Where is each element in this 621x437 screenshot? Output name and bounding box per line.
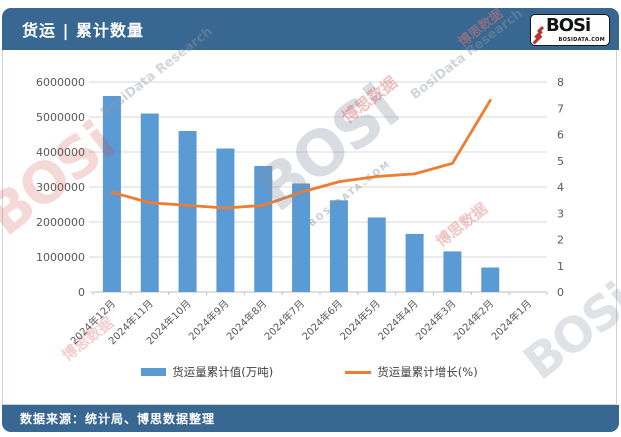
- bar: [102, 96, 121, 292]
- legend-item-bars: 货运量累计值(万吨): [141, 364, 273, 380]
- source-note: 数据来源：统计局、博思数据整理: [20, 412, 216, 426]
- right-axis-tick-label: 6: [557, 129, 564, 142]
- legend-label-bars: 货运量累计值(万吨): [172, 365, 274, 379]
- bar: [292, 183, 311, 292]
- legend-item-line: 货运量累计增长(%): [345, 364, 478, 380]
- right-axis-tick-label: 8: [557, 76, 564, 89]
- x-axis-label: 2024年1月: [488, 297, 534, 343]
- right-axis-tick-label: 7: [557, 102, 564, 115]
- left-axis-tick-label: 5000000: [36, 111, 85, 124]
- bar: [216, 148, 235, 292]
- right-axis-tick-label: 5: [557, 155, 564, 168]
- right-axis-tick-label: 2: [557, 234, 564, 247]
- bar: [329, 200, 348, 292]
- chart-panel: 0 1000000 2000000 3000000 4000000 5000000 6000…: [2, 50, 617, 405]
- left-axis-tick-label: 6000000: [36, 76, 85, 89]
- bar: [443, 251, 462, 292]
- footer-bar: 数据来源：统计局、博思数据整理: [2, 405, 619, 432]
- legend-swatch-bar-icon: [141, 368, 167, 376]
- page-title: 货运 | 累计数量: [22, 21, 144, 40]
- chart-legend: 货运量累计值(万吨) 货运量累计增长(%): [3, 364, 616, 380]
- legend-swatch-line-icon: [345, 370, 372, 374]
- bar: [178, 131, 197, 292]
- logo-domain: BOSIDATA.COM: [558, 37, 605, 43]
- legend-label-line: 货运量累计增长(%): [377, 365, 478, 379]
- right-axis-tick-label: 4: [557, 181, 564, 194]
- left-axis-tick-label: 3000000: [36, 181, 85, 194]
- bar: [405, 233, 424, 292]
- combo-chart: 0 1000000 2000000 3000000 4000000 5000000 6000…: [36, 76, 564, 347]
- right-axis-tick-label: 0: [557, 286, 564, 299]
- bosi-logo: BOSi BOSIDATA.COM: [530, 14, 610, 46]
- left-axis-tick-label: 2000000: [36, 216, 85, 229]
- bar: [367, 217, 386, 292]
- bar: [254, 166, 273, 292]
- bar: [481, 267, 500, 292]
- left-axis-tick-label: 1000000: [36, 251, 85, 264]
- right-axis-tick-label: 1: [557, 260, 564, 273]
- logo-wordmark: BOSi: [546, 15, 591, 36]
- header-bar: 货运 | 累计数量 BOSi BOSIDATA.COM: [2, 8, 619, 50]
- left-axis-tick-label: 0: [78, 286, 85, 299]
- left-axis-tick-label: 4000000: [36, 146, 85, 159]
- trend-line: [110, 98, 492, 210]
- right-axis-tick-label: 3: [557, 207, 564, 220]
